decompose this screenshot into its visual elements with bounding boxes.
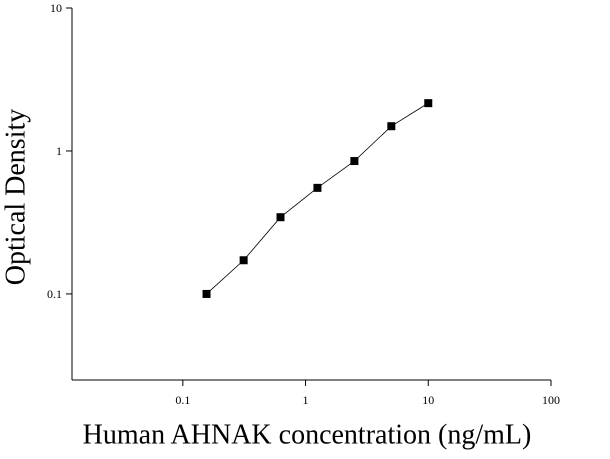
y-tick-label: 1 — [56, 144, 62, 158]
x-tick-label: 1 — [303, 393, 309, 407]
x-tick-label: 10 — [422, 393, 434, 407]
point — [313, 183, 322, 192]
x-tick-label: 0.1 — [175, 393, 190, 407]
point — [202, 289, 211, 298]
y-tick-label: 10 — [50, 1, 62, 15]
y-tick-label: 0.1 — [47, 287, 62, 301]
y-axis-title: Optical Density — [0, 109, 31, 286]
point — [424, 99, 433, 108]
x-axis-title: Human AHNAK concentration (ng/mL) — [83, 419, 532, 450]
point — [276, 213, 285, 222]
fit-line — [206, 102, 429, 295]
x-tick-label: 100 — [542, 393, 560, 407]
point — [387, 122, 396, 131]
point — [239, 256, 248, 265]
point — [350, 157, 359, 166]
